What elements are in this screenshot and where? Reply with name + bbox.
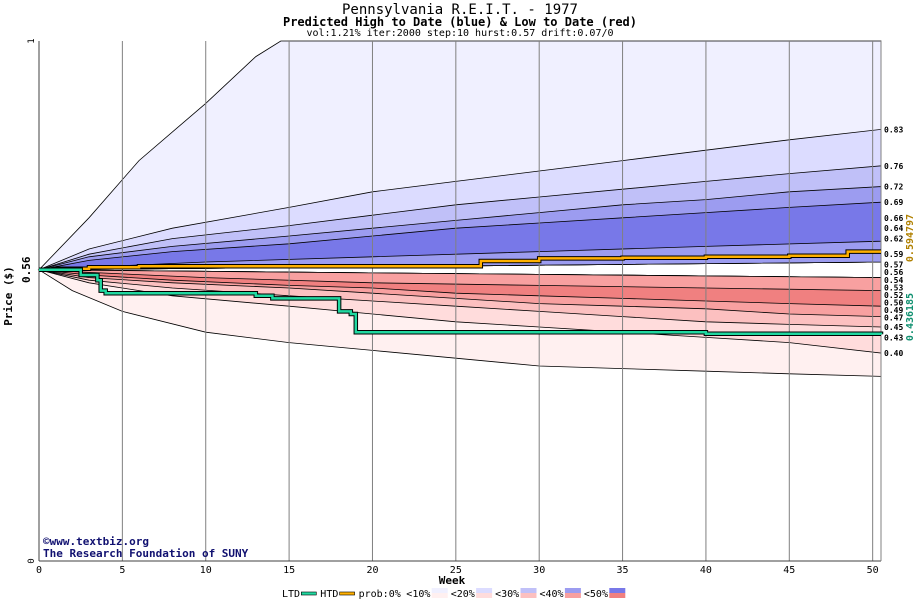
x-tick-label: 35 — [617, 565, 629, 576]
right-value-label: 0.47 — [884, 314, 903, 323]
legend-label: <30% — [495, 589, 519, 600]
chart-subtitle: Predicted High to Date (blue) & Low to D… — [282, 15, 637, 29]
low-band-5 — [38, 269, 882, 307]
htd-line — [39, 250, 881, 272]
legend-swatch-line — [300, 591, 317, 596]
chart-title: Pennsylvania R.E.I.T. - 1977 — [341, 2, 578, 18]
right-value-label: 0.49 — [884, 306, 903, 315]
legend-label: <40% — [540, 589, 564, 600]
right-value-label: 0.52 — [884, 291, 903, 300]
x-tick-label: 45 — [783, 565, 795, 576]
watermark-org: The Research Foundation of SUNY — [43, 547, 249, 560]
right-value-label: 0.69 — [884, 198, 903, 207]
legend-swatch-low — [564, 593, 581, 598]
x-tick-label: 50 — [867, 565, 879, 576]
x-axis-title: Week — [439, 574, 466, 587]
htd-final-value: 0.594797 — [905, 214, 916, 262]
watermark-url: ©www.textbiz.org — [43, 535, 149, 548]
right-value-label: 0.43 — [884, 333, 903, 342]
start-price-label: 0.56 — [20, 256, 33, 283]
right-value-label: 0.57 — [884, 261, 903, 270]
legend-swatch-low — [476, 593, 493, 598]
y-axis-title: Price ($) — [2, 266, 15, 326]
ltd-line — [39, 268, 883, 336]
right-value-label: 0.54 — [884, 276, 903, 285]
legend-swatch-low — [609, 593, 626, 598]
x-tick-label: 0 — [36, 565, 42, 576]
legend-swatch-line — [339, 591, 355, 596]
right-value-label: 0.76 — [884, 162, 903, 171]
legend-label: <50% — [584, 589, 608, 600]
legend-label: prob:0% — [359, 589, 401, 600]
x-tick-label: 20 — [366, 565, 378, 576]
x-tick-label: 5 — [119, 565, 125, 576]
right-value-label: 0.64 — [884, 224, 903, 233]
legend-swatch-high — [476, 588, 493, 593]
y-tick-label: 1 — [27, 38, 37, 43]
right-value-label: 0.66 — [884, 214, 903, 223]
x-tick-label: 25 — [450, 565, 462, 576]
right-value-label: 0.40 — [884, 349, 903, 358]
x-tick-label: 15 — [283, 565, 295, 576]
legend-swatch-high — [564, 588, 581, 593]
legend-label: LTD — [282, 589, 300, 600]
right-value-label: 0.59 — [884, 250, 903, 259]
right-value-label: 0.62 — [884, 235, 903, 244]
right-value-label: 0.56 — [884, 268, 903, 277]
legend-label: <10% — [406, 589, 430, 600]
right-value-label: 0.45 — [884, 323, 903, 332]
legend-label: <20% — [451, 589, 475, 600]
legend-swatch-low — [520, 593, 537, 598]
high-band-5 — [38, 201, 882, 271]
legend-swatch-high — [431, 588, 448, 593]
right-value-label: 0.83 — [884, 125, 903, 134]
legend-label: HTD — [320, 589, 338, 600]
ltd-final-value: 0.436185 — [905, 293, 916, 341]
legend-swatch-high — [520, 588, 537, 593]
right-value-label: 0.72 — [884, 183, 903, 192]
x-tick-label: 40 — [700, 565, 712, 576]
right-value-label: 0.50 — [884, 299, 903, 308]
x-tick-label: 30 — [533, 565, 545, 576]
y-tick-label: 0 — [27, 558, 37, 563]
chart-params: vol:1.21% iter:2000 step:10 hurst:0.57 d… — [306, 28, 614, 39]
right-value-label: 0.53 — [884, 284, 903, 293]
legend-swatch-low — [431, 593, 448, 598]
x-tick-label: 10 — [200, 565, 212, 576]
legend-swatch-high — [609, 588, 626, 593]
